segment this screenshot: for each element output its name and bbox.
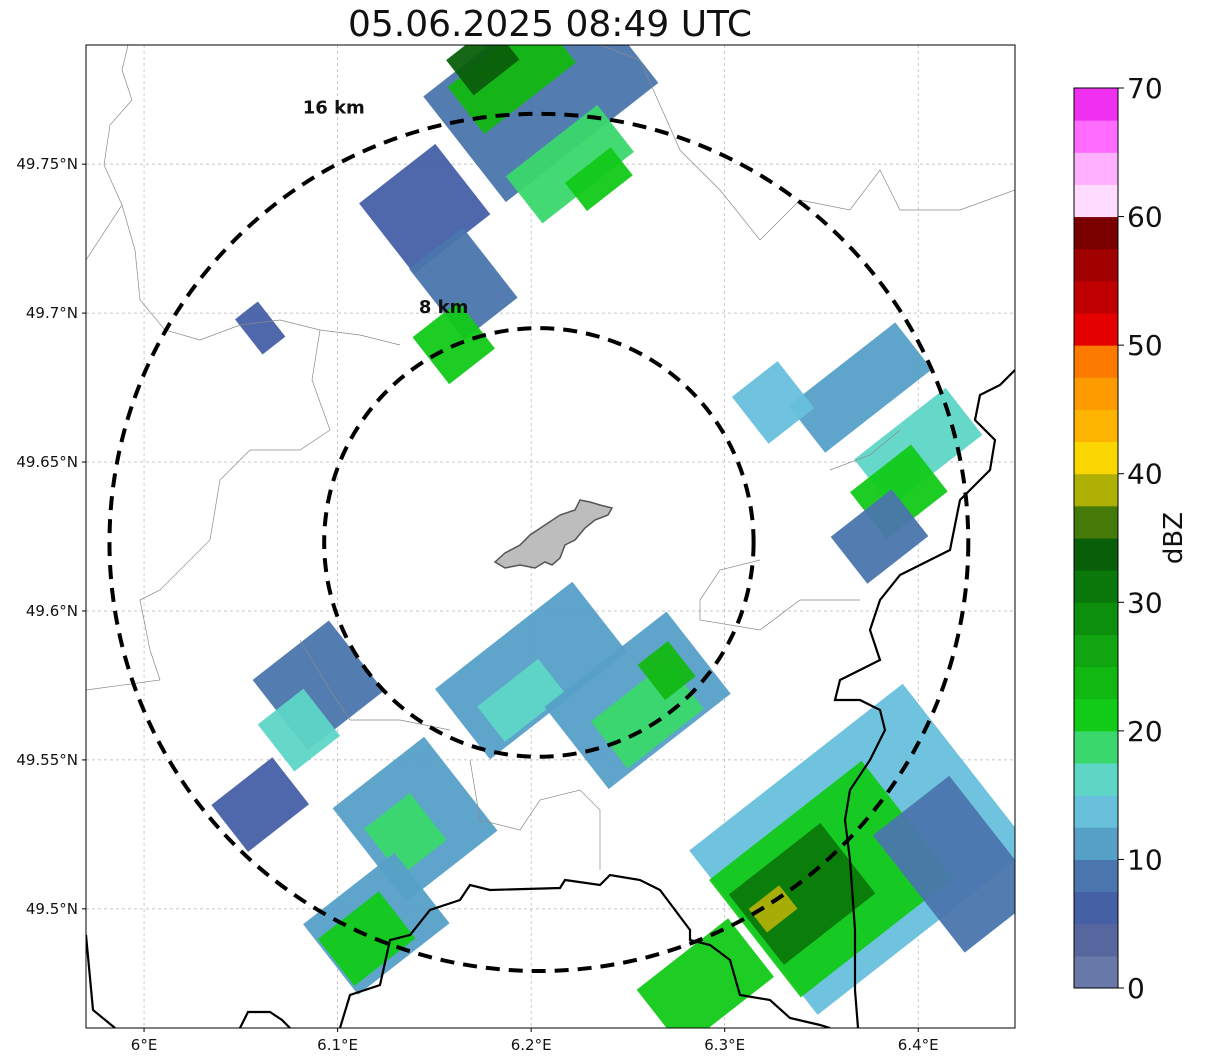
- colorbar-swatch: [1074, 795, 1118, 828]
- colorbar-tick-label: 50: [1127, 329, 1163, 362]
- ring-label: 16 km: [303, 98, 365, 119]
- x-tick-label: 6.1°E: [317, 1036, 359, 1054]
- colorbar-swatch: [1074, 120, 1118, 153]
- echo-cell: [636, 918, 775, 1028]
- country-borders: [86, 369, 1015, 1028]
- echo-cell: [234, 301, 286, 355]
- echo-cell: [317, 891, 416, 986]
- x-tick-label: 6.3°E: [704, 1036, 746, 1054]
- map-frame: [85, 44, 1016, 1029]
- municipal-boundaries: [86, 45, 1015, 870]
- colorbar-frame: [1073, 87, 1119, 989]
- echo-cell: [788, 322, 932, 453]
- range-ring: [107, 111, 971, 974]
- radar-map[interactable]: 16 km 8 km: [0, 0, 1050, 1064]
- ring-label: 8 km: [419, 297, 469, 318]
- colorbar-swatch: [1074, 345, 1118, 378]
- colorbar-swatch: [1074, 955, 1118, 989]
- colorbar-swatch: [1074, 730, 1118, 764]
- y-tick-label: 49.6°N: [25, 601, 78, 620]
- echo-cell: [565, 147, 633, 212]
- colorbar-swatch: [1074, 891, 1118, 925]
- y-tick-label: 49.55°N: [16, 750, 78, 769]
- colorbar-tick-label: 10: [1127, 843, 1163, 876]
- range-rings: [107, 111, 971, 974]
- colorbar-swatch: [1074, 763, 1118, 796]
- colorbar-swatch: [1074, 184, 1118, 218]
- colorbar-swatches: [1074, 88, 1118, 989]
- colorbar-ticks: 0 10 20 30 40 50 60 70: [1118, 72, 1163, 1005]
- echo-cell: [257, 688, 341, 772]
- x-tick-label: 6°E: [130, 1036, 158, 1054]
- colorbar-swatch: [1074, 441, 1118, 475]
- colorbar-swatch: [1074, 409, 1118, 443]
- colorbar: 0 10 20 30 40 50 60 70 dBZ: [1073, 72, 1189, 1005]
- colorbar-swatch: [1074, 473, 1118, 507]
- city-area-shape: [493, 499, 614, 569]
- echo-cell: [364, 793, 447, 876]
- colorbar-swatch: [1074, 570, 1118, 603]
- axis-tick-marks: [82, 163, 919, 1032]
- y-tick-label: 49.5°N: [25, 899, 78, 918]
- colorbar-swatch: [1074, 248, 1118, 282]
- colorbar-tick-label: 0: [1127, 972, 1145, 1005]
- range-ring: [322, 326, 756, 759]
- colorbar-swatch: [1074, 634, 1118, 668]
- ring-labels: 16 km 8 km: [303, 98, 469, 319]
- echo-cell: [505, 104, 634, 224]
- echo-cell: [637, 641, 696, 701]
- colorbar-label: dBZ: [1159, 512, 1189, 564]
- colorbar-swatch: [1074, 313, 1118, 346]
- echo-cell: [211, 757, 310, 852]
- colorbar-swatch: [1074, 923, 1118, 957]
- echo-cell: [409, 227, 518, 340]
- colorbar-swatch: [1074, 152, 1118, 185]
- echo-cell: [748, 885, 798, 933]
- colorbar-swatch: [1074, 859, 1118, 893]
- echo-cell: [412, 301, 495, 385]
- x-tick-label: 6.4°E: [897, 1036, 939, 1054]
- x-tick-label: 6.2°E: [510, 1036, 552, 1054]
- colorbar-swatch: [1074, 538, 1118, 571]
- y-tick-label: 49.65°N: [16, 453, 78, 472]
- echo-cell: [731, 361, 815, 444]
- colorbar-swatch: [1074, 88, 1118, 121]
- echo-cell: [446, 45, 520, 96]
- echo-cell: [477, 658, 566, 742]
- map-title: 05.06.2025 08:49 UTC: [347, 4, 753, 45]
- radar-echo-layer: [211, 45, 1015, 1028]
- echo-cell: [359, 143, 491, 274]
- echo-cell: [872, 775, 1015, 953]
- colorbar-tick-label: 60: [1127, 201, 1163, 234]
- colorbar-swatch: [1074, 505, 1118, 539]
- y-tick-label: 49.7°N: [25, 304, 78, 323]
- colorbar-swatch: [1074, 602, 1118, 635]
- colorbar-swatch: [1074, 698, 1118, 732]
- colorbar-swatch: [1074, 377, 1118, 410]
- colorbar-tick-label: 30: [1127, 586, 1163, 619]
- y-tick-label: 49.75°N: [16, 155, 78, 174]
- colorbar-swatch: [1074, 666, 1118, 700]
- colorbar-tick-label: 40: [1127, 458, 1163, 491]
- colorbar-swatch: [1074, 280, 1118, 314]
- colorbar-swatch: [1074, 827, 1118, 860]
- colorbar-tick-label: 20: [1127, 715, 1163, 748]
- echo-cell: [830, 489, 929, 584]
- colorbar-swatch: [1074, 216, 1118, 250]
- colorbar-tick-label: 70: [1127, 72, 1163, 105]
